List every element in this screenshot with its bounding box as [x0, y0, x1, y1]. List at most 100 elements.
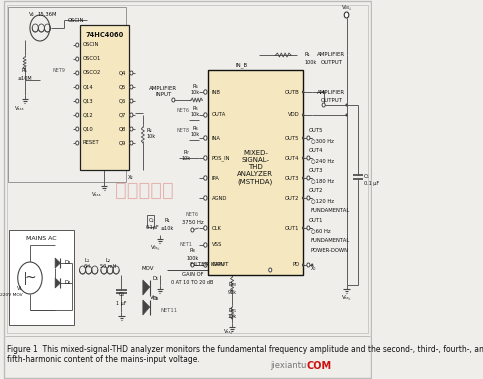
- Text: VDD: VDD: [287, 113, 299, 117]
- Polygon shape: [55, 258, 60, 268]
- Circle shape: [76, 99, 79, 103]
- Text: IPA: IPA: [212, 175, 219, 180]
- Text: 15.36M: 15.36M: [38, 11, 57, 17]
- Text: OUTPUT: OUTPUT: [320, 97, 342, 102]
- Polygon shape: [143, 280, 150, 295]
- Text: OUT5: OUT5: [285, 136, 299, 141]
- Text: D₁: D₁: [152, 276, 158, 280]
- Circle shape: [204, 196, 207, 200]
- Text: 10k: 10k: [227, 315, 237, 319]
- Text: NET6: NET6: [176, 108, 189, 113]
- Text: V₀ₛ⁁: V₀ₛ⁁: [150, 296, 159, 301]
- Text: Q6: Q6: [119, 99, 126, 103]
- Text: 绿皮书参考: 绿皮书参考: [115, 180, 174, 199]
- Circle shape: [322, 103, 325, 107]
- Circle shape: [204, 226, 207, 230]
- Text: 1 μF: 1 μF: [116, 301, 127, 305]
- Text: RESET: RESET: [83, 141, 99, 146]
- Circle shape: [204, 113, 207, 117]
- Text: CLK: CLK: [212, 226, 221, 230]
- Text: POWER-DOWN: POWER-DOWN: [311, 247, 349, 252]
- Circle shape: [130, 113, 133, 117]
- Text: Q13: Q13: [83, 99, 93, 103]
- Circle shape: [76, 85, 79, 89]
- Text: Rₛ: Rₛ: [22, 67, 28, 72]
- Text: COM: COM: [307, 361, 332, 371]
- Text: FILTER INPUT: FILTER INPUT: [190, 262, 228, 266]
- Text: R₁₀: R₁₀: [228, 282, 236, 288]
- Text: OUTA: OUTA: [212, 113, 226, 117]
- Text: C₁: C₁: [364, 174, 370, 180]
- Text: ○60 Hz: ○60 Hz: [311, 229, 330, 233]
- Text: FUNDAMENTAL: FUNDAMENTAL: [311, 238, 350, 243]
- Text: L₁: L₁: [85, 257, 90, 263]
- Text: OUT3: OUT3: [285, 175, 299, 180]
- Polygon shape: [143, 300, 150, 315]
- Circle shape: [76, 71, 79, 75]
- Text: 0.1μF: 0.1μF: [145, 226, 159, 230]
- Circle shape: [76, 57, 79, 61]
- Text: Q7: Q7: [119, 113, 126, 117]
- Text: jiexiantu: jiexiantu: [270, 362, 307, 371]
- Text: INB: INB: [212, 89, 221, 94]
- Bar: [147, 215, 154, 227]
- Text: 50 mH: 50 mH: [100, 265, 117, 269]
- Circle shape: [204, 176, 207, 180]
- Text: MOV: MOV: [142, 266, 155, 271]
- Text: 100k: 100k: [186, 255, 199, 260]
- Circle shape: [130, 99, 133, 103]
- Text: AGND: AGND: [212, 196, 227, 200]
- Circle shape: [345, 113, 348, 116]
- Text: OSCIN: OSCIN: [83, 42, 99, 47]
- Text: V₀ₛ⁁: V₀ₛ⁁: [151, 246, 160, 251]
- Text: OSCIN: OSCIN: [68, 17, 85, 22]
- Circle shape: [191, 228, 194, 232]
- Text: MIXED-
SIGNAL-
THD
ANALYZER
(MSTHDA): MIXED- SIGNAL- THD ANALYZER (MSTHDA): [237, 150, 273, 185]
- Circle shape: [344, 12, 349, 18]
- Text: R₄: R₄: [193, 83, 199, 89]
- Circle shape: [302, 91, 304, 94]
- Text: MAINS AC: MAINS AC: [26, 236, 57, 241]
- Circle shape: [302, 113, 304, 116]
- Text: R₆: R₆: [193, 125, 199, 130]
- Text: OSCO1: OSCO1: [83, 56, 101, 61]
- Circle shape: [345, 103, 348, 106]
- Text: OSCO2: OSCO2: [83, 70, 101, 75]
- Text: OUTB: OUTB: [284, 89, 299, 94]
- Circle shape: [302, 263, 304, 266]
- Text: C₃: C₃: [118, 293, 125, 298]
- Text: 10k: 10k: [191, 91, 200, 96]
- Text: C₂: C₂: [149, 218, 155, 222]
- Text: ○240 Hz: ○240 Hz: [311, 158, 334, 163]
- Text: X₂: X₂: [128, 175, 133, 180]
- Text: Vₛₛₛ: Vₛₛₛ: [15, 105, 25, 111]
- Text: 10k: 10k: [147, 135, 156, 139]
- Circle shape: [323, 91, 325, 94]
- Circle shape: [76, 127, 79, 131]
- Text: OUT4: OUT4: [309, 147, 324, 152]
- Text: 3750 Hz: 3750 Hz: [182, 221, 203, 226]
- Text: 220V MOV: 220V MOV: [0, 293, 22, 297]
- Text: ~: ~: [24, 271, 36, 285]
- Circle shape: [311, 263, 313, 266]
- Bar: [208, 70, 303, 275]
- Circle shape: [130, 85, 133, 89]
- Circle shape: [307, 136, 310, 140]
- Text: AMPLIFIER: AMPLIFIER: [317, 53, 345, 58]
- Text: NET9: NET9: [53, 67, 66, 72]
- Text: Vₛₛₛ: Vₛₛₛ: [92, 193, 101, 197]
- Text: Q14: Q14: [83, 85, 93, 89]
- Circle shape: [307, 263, 310, 267]
- Circle shape: [302, 227, 304, 230]
- Circle shape: [307, 156, 310, 160]
- Text: X₀: X₀: [311, 266, 316, 271]
- Text: OUT1: OUT1: [309, 218, 324, 222]
- Text: Q9: Q9: [119, 141, 126, 146]
- Circle shape: [204, 90, 207, 94]
- Circle shape: [204, 136, 207, 140]
- Text: V₂: V₂: [29, 11, 35, 17]
- Text: INPUT: INPUT: [156, 92, 171, 97]
- Text: POS_IN: POS_IN: [212, 155, 230, 161]
- Text: R₂: R₂: [147, 128, 152, 133]
- Text: ≥10k: ≥10k: [161, 226, 174, 230]
